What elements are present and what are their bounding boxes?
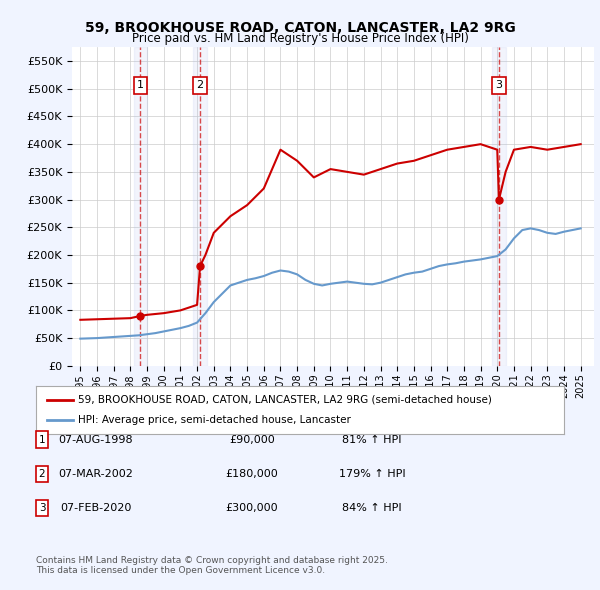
- Text: 59, BROOKHOUSE ROAD, CATON, LANCASTER, LA2 9RG (semi-detached house): 59, BROOKHOUSE ROAD, CATON, LANCASTER, L…: [78, 395, 492, 405]
- Text: 2: 2: [197, 80, 203, 90]
- Bar: [193, 47, 207, 366]
- Bar: [492, 47, 506, 366]
- Text: 1: 1: [137, 80, 144, 90]
- Text: 84% ↑ HPI: 84% ↑ HPI: [342, 503, 402, 513]
- Text: 179% ↑ HPI: 179% ↑ HPI: [338, 469, 406, 478]
- Text: 59, BROOKHOUSE ROAD, CATON, LANCASTER, LA2 9RG: 59, BROOKHOUSE ROAD, CATON, LANCASTER, L…: [85, 21, 515, 35]
- Text: 3: 3: [38, 503, 46, 513]
- Bar: [134, 47, 147, 366]
- Text: 2: 2: [38, 469, 46, 478]
- Text: 81% ↑ HPI: 81% ↑ HPI: [342, 435, 402, 444]
- Text: 07-MAR-2002: 07-MAR-2002: [59, 469, 133, 478]
- Text: 1: 1: [38, 435, 46, 444]
- Text: 3: 3: [496, 80, 502, 90]
- Text: Contains HM Land Registry data © Crown copyright and database right 2025.
This d: Contains HM Land Registry data © Crown c…: [36, 556, 388, 575]
- Text: HPI: Average price, semi-detached house, Lancaster: HPI: Average price, semi-detached house,…: [78, 415, 351, 425]
- Text: £180,000: £180,000: [226, 469, 278, 478]
- Text: Price paid vs. HM Land Registry's House Price Index (HPI): Price paid vs. HM Land Registry's House …: [131, 32, 469, 45]
- Text: £90,000: £90,000: [229, 435, 275, 444]
- Text: 07-FEB-2020: 07-FEB-2020: [61, 503, 131, 513]
- Text: 07-AUG-1998: 07-AUG-1998: [59, 435, 133, 444]
- Text: £300,000: £300,000: [226, 503, 278, 513]
